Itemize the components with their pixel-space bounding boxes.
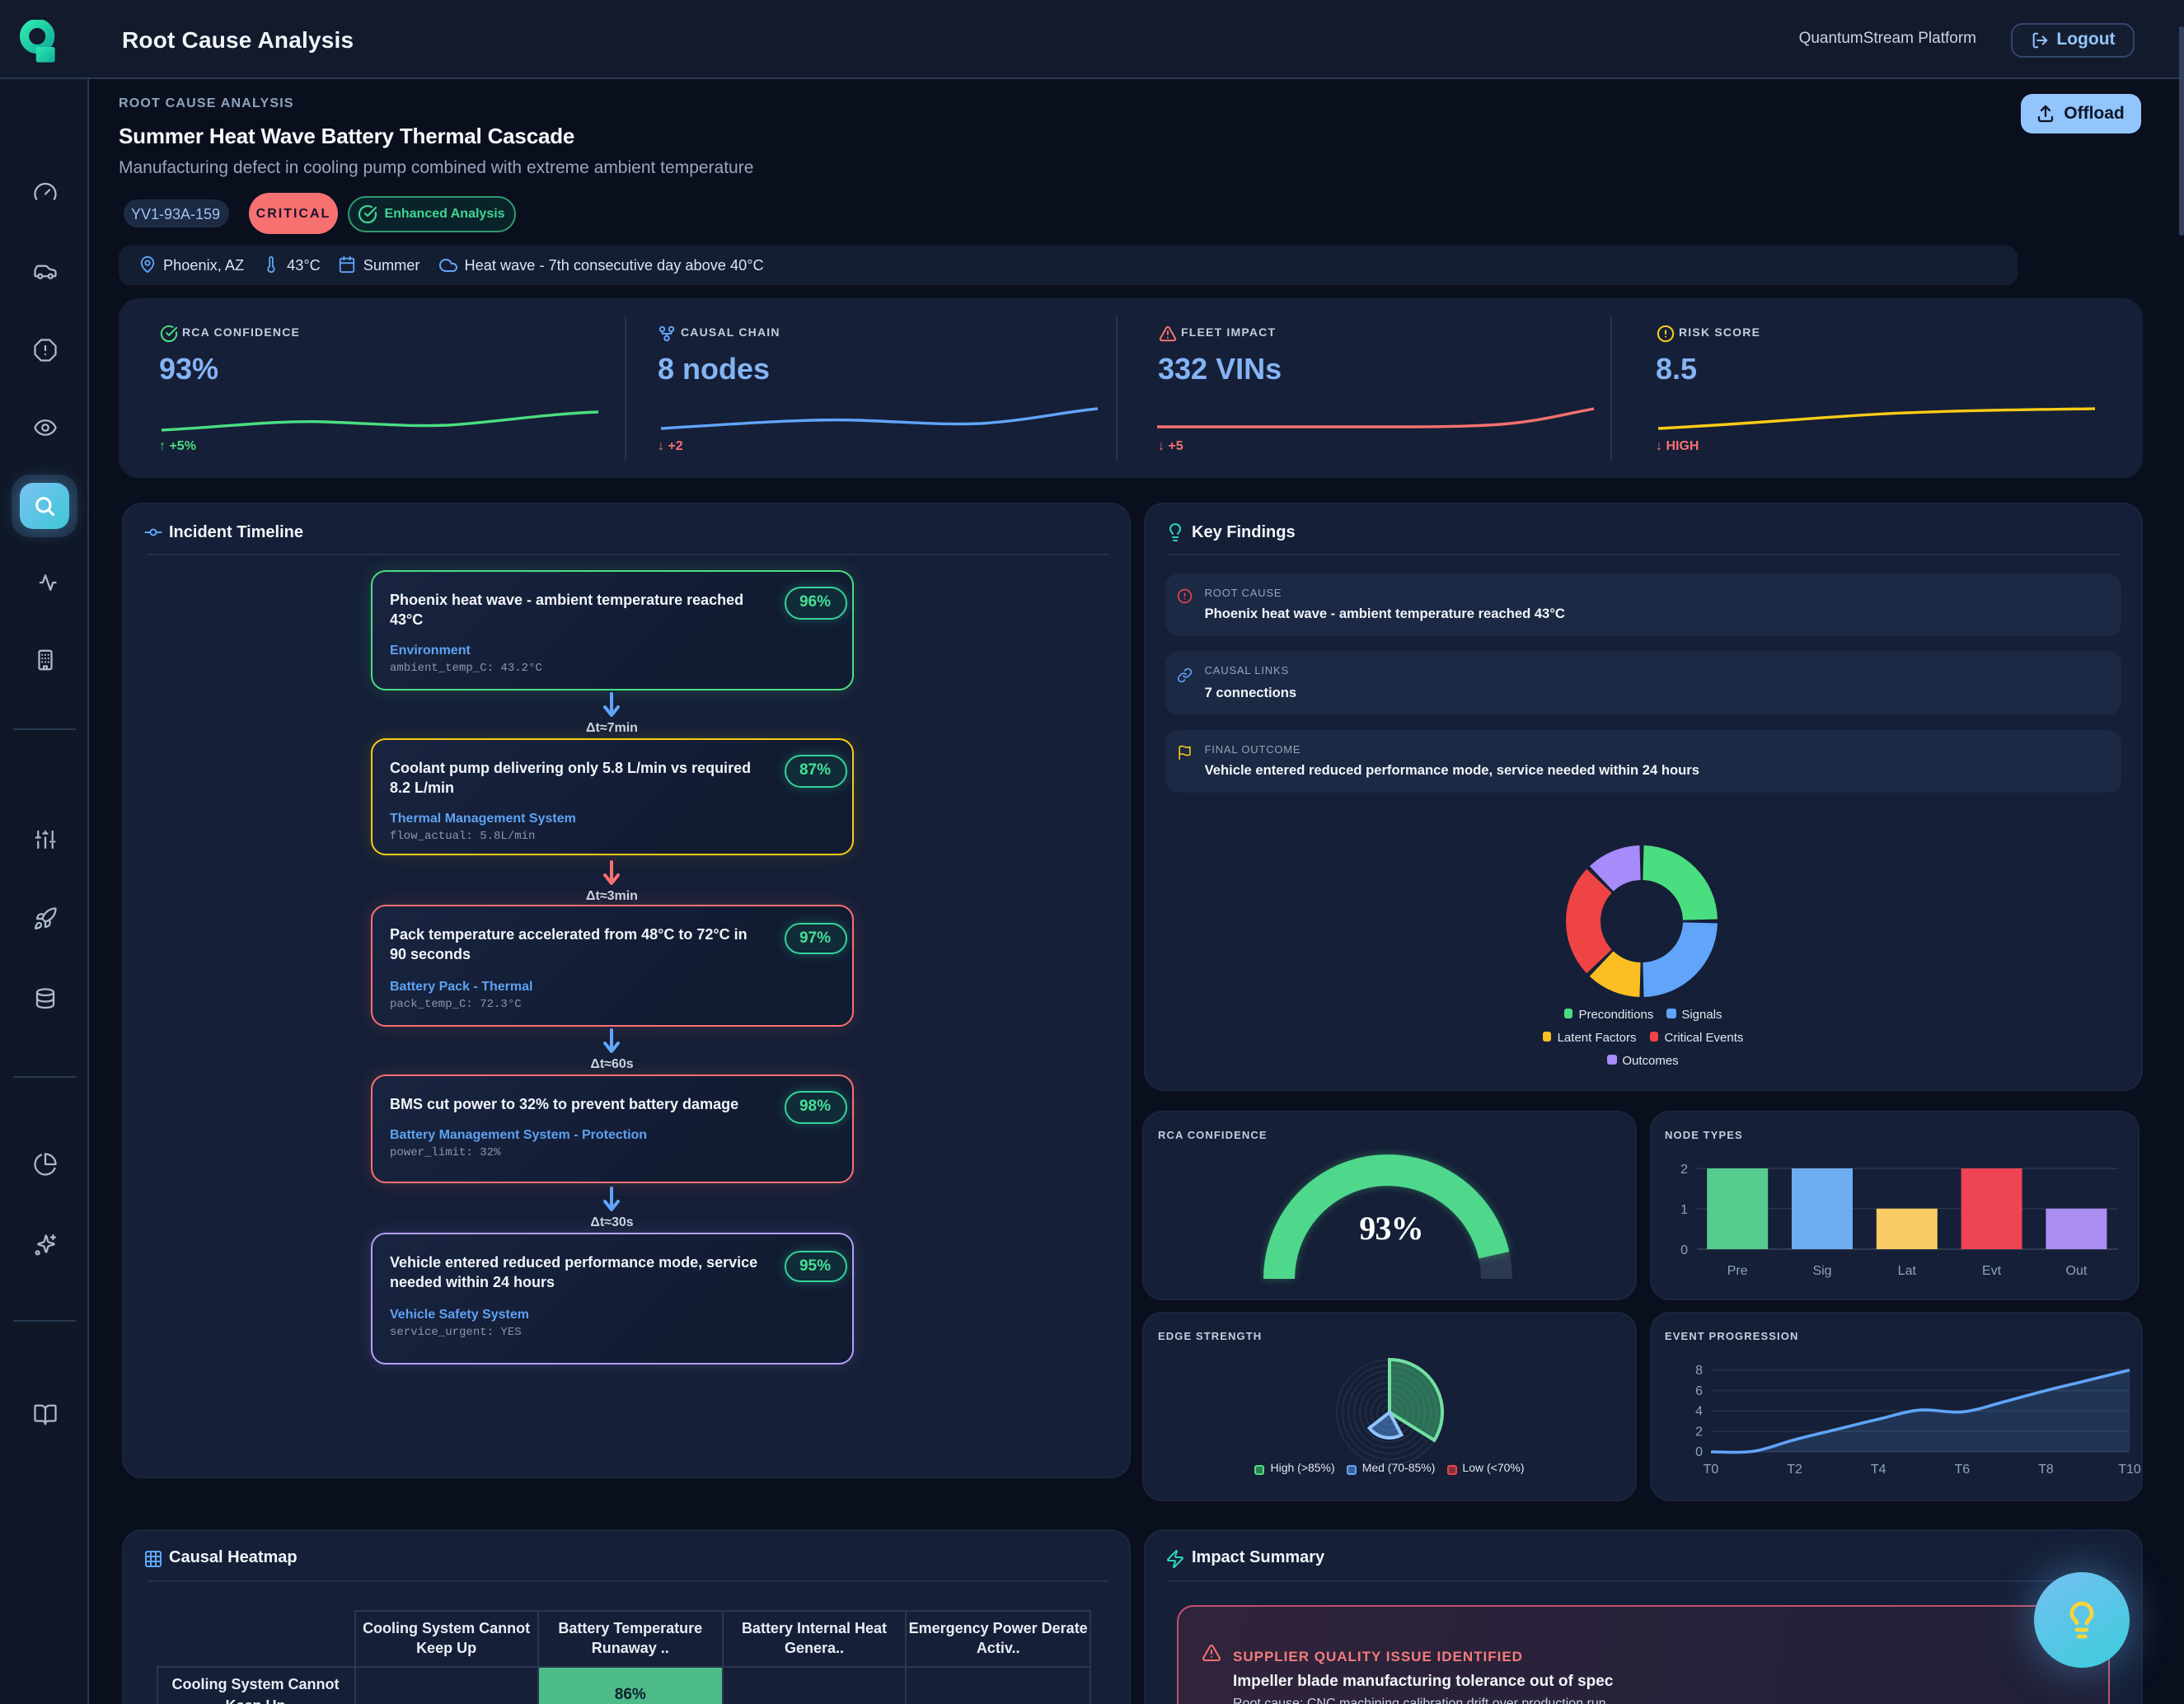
svg-text:Lat: Lat xyxy=(1897,1264,1916,1278)
svg-text:0: 0 xyxy=(1680,1243,1687,1257)
svg-text:Sig: Sig xyxy=(1811,1264,1830,1278)
svg-text:Out: Out xyxy=(2065,1264,2087,1278)
svg-text:T2: T2 xyxy=(1786,1463,1802,1477)
svg-text:T0: T0 xyxy=(1703,1463,1718,1477)
svg-text:1: 1 xyxy=(1680,1203,1687,1217)
svg-text:T4: T4 xyxy=(1870,1463,1886,1477)
svg-text:Evt: Evt xyxy=(1981,1264,2001,1278)
svg-text:Pre: Pre xyxy=(1727,1264,1747,1278)
svg-text:6: 6 xyxy=(1694,1384,1702,1398)
svg-text:T8: T8 xyxy=(2037,1463,2053,1477)
svg-text:2: 2 xyxy=(1680,1163,1687,1177)
svg-text:8: 8 xyxy=(1694,1364,1702,1378)
svg-text:2: 2 xyxy=(1694,1425,1702,1439)
svg-text:T10: T10 xyxy=(2117,1463,2140,1477)
svg-text:T6: T6 xyxy=(1953,1463,1969,1477)
svg-text:4: 4 xyxy=(1694,1405,1702,1419)
svg-text:0: 0 xyxy=(1694,1445,1702,1459)
